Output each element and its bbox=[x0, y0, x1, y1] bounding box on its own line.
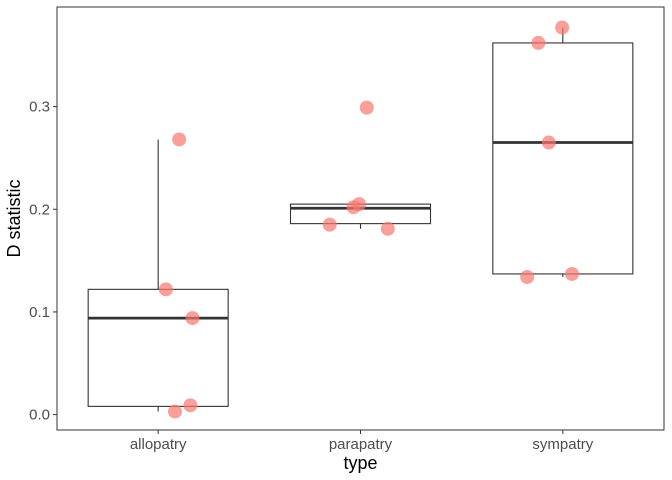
data-point bbox=[555, 20, 570, 35]
data-point bbox=[346, 200, 361, 215]
box-allopatry bbox=[87, 139, 229, 412]
y-tick-label: 0.0 bbox=[29, 407, 50, 424]
box-iqr bbox=[87, 288, 229, 407]
box-iqr bbox=[492, 42, 634, 275]
y-axis-title: D statistic bbox=[4, 179, 24, 257]
data-point bbox=[380, 221, 395, 236]
box-sympatry bbox=[492, 27, 634, 278]
data-point bbox=[167, 404, 182, 419]
x-tick-label: parapatry bbox=[329, 436, 393, 453]
x-axis-title: type bbox=[343, 453, 377, 473]
data-point bbox=[185, 311, 200, 326]
x-tick-label: allopatry bbox=[130, 436, 187, 453]
data-point bbox=[359, 100, 374, 115]
data-point bbox=[172, 132, 187, 147]
data-point bbox=[322, 217, 337, 232]
data-point bbox=[158, 282, 173, 297]
data-point bbox=[541, 135, 556, 150]
y-tick-label: 0.2 bbox=[29, 201, 50, 218]
data-point bbox=[183, 398, 198, 413]
x-tick-label: sympatry bbox=[532, 436, 593, 453]
axes-layer: 0.0 0.1 0.2 0.3 allopatry parapatry sympatry bbox=[29, 99, 594, 453]
y-tick-label: 0.1 bbox=[29, 304, 50, 321]
data-point bbox=[531, 35, 546, 50]
y-tick-label: 0.3 bbox=[29, 99, 50, 116]
points-layer bbox=[158, 20, 579, 419]
boxes-layer bbox=[87, 27, 634, 412]
data-point bbox=[520, 270, 535, 285]
data-point bbox=[564, 266, 579, 281]
